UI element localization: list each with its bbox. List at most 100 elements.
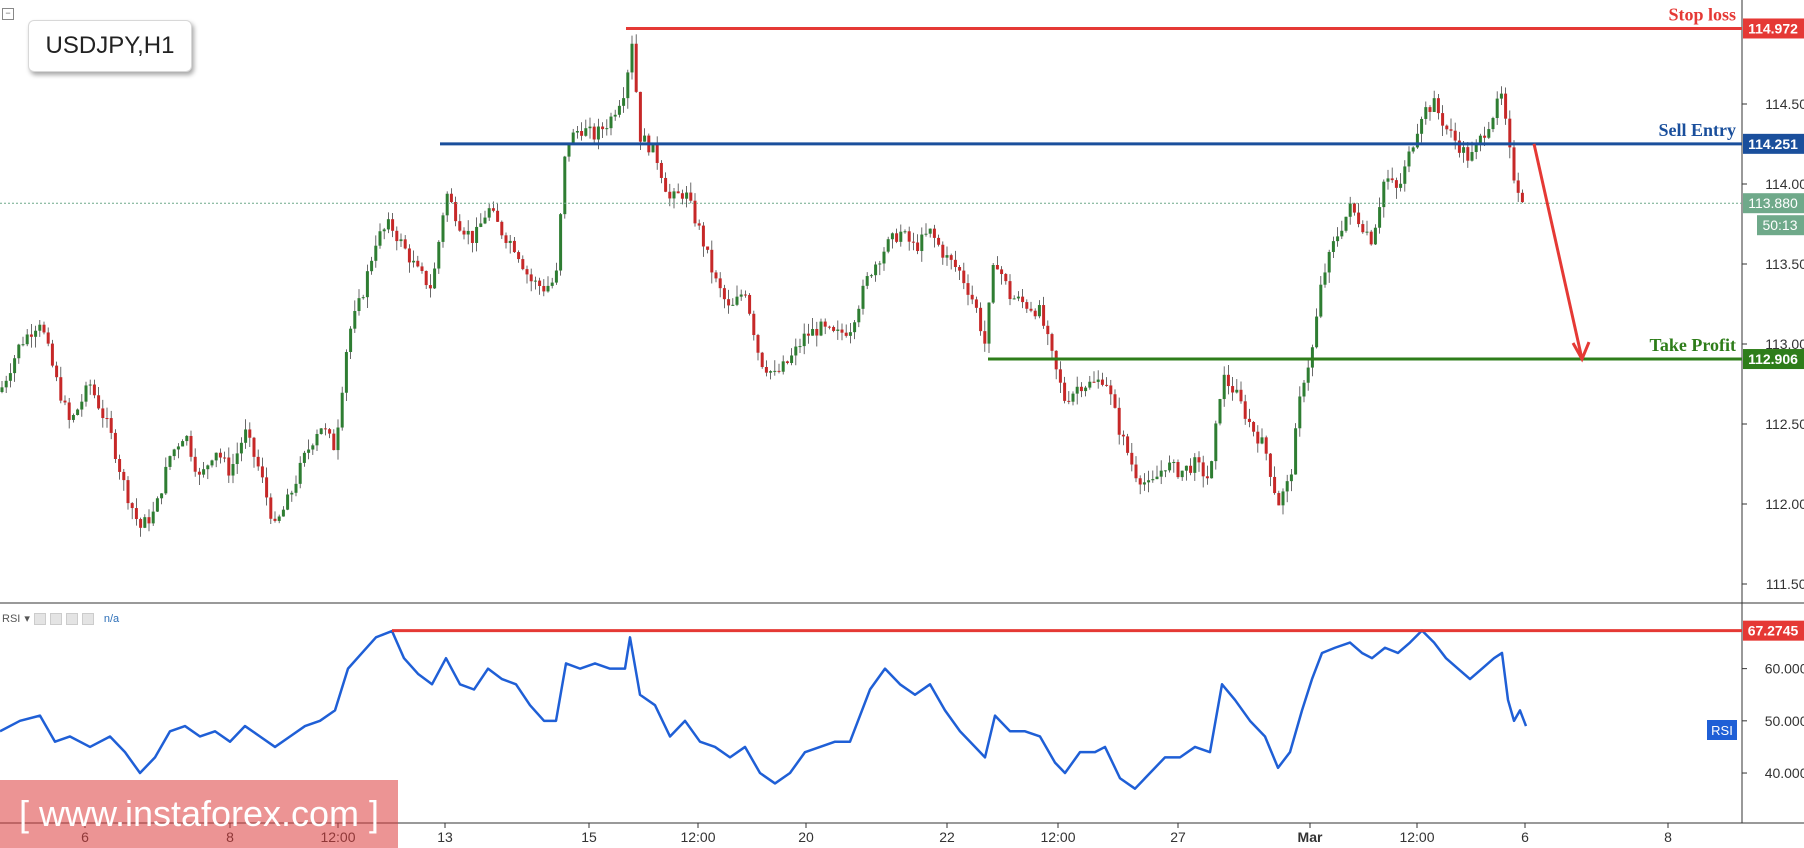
candle-body [155,498,159,512]
candle-body [1058,369,1062,383]
candle-body [575,131,579,133]
candle-body [386,219,390,230]
candle-body [1231,386,1235,393]
candle-body [172,449,176,457]
candle-body [1289,474,1293,482]
candle-body [525,269,529,275]
candle-body [538,280,542,286]
candle-body [844,332,848,336]
candle-body [1424,107,1428,119]
candle-body [1491,118,1495,130]
candle-body [80,401,84,410]
candle-body [512,240,516,253]
candle-body [554,270,558,283]
candle-body [323,428,327,430]
rsi-add-icon[interactable] [65,612,78,625]
candle-body [979,307,983,332]
time-tick-label: 12:00 [1040,829,1075,845]
candle-body [1499,93,1503,99]
countdown-label: 50:13 [1762,217,1797,233]
candle-body [869,275,873,277]
candle-body [496,210,500,222]
candle-body [550,282,554,286]
candle-body [1495,98,1499,119]
sell-entry-label: Sell Entry [1658,120,1736,140]
candle-body [1411,147,1415,152]
candle-body [760,352,764,368]
projection-arrow-head [1571,341,1591,363]
candle-body [113,432,117,460]
candle-body [1373,227,1377,245]
candle-body [1113,394,1117,408]
candles-series [0,34,1524,537]
candle-body [584,128,588,136]
candle-body [365,271,369,298]
take-profit-label: Take Profit [1649,335,1736,355]
candle-body [1390,178,1394,181]
candle-body [130,503,134,509]
candle-body [643,135,647,142]
candle-body [571,132,575,144]
trade-levels: 113.880 50:13 Stop loss 114.972 Sell Entry 11… [0,4,1804,370]
candle-body [1340,230,1344,237]
candle-body [1415,133,1419,148]
candle-body [294,483,298,493]
candle-body [630,43,634,73]
candle-body [815,328,819,336]
candle-body [668,191,672,199]
candle-body [1344,216,1348,231]
candle-body [1235,389,1239,393]
candle-body [945,255,949,258]
candle-body [1155,476,1159,480]
candle-body [1256,431,1260,444]
grid [0,0,1804,824]
candle-body [50,343,54,366]
candle-body [1037,305,1041,317]
candle-body [1184,465,1188,471]
candle-body [1130,452,1134,465]
rsi-dropdown-icon[interactable]: ▾ [24,613,30,625]
candle-body [958,267,962,271]
candle-body [420,266,424,271]
candle-body [1361,224,1365,233]
candle-body [88,384,92,386]
candle-body [239,442,243,454]
candle-body [911,241,915,243]
candle-body [160,493,164,499]
stop-loss-label: Stop loss [1668,4,1736,24]
candle-body [1365,231,1369,233]
candle-body [483,217,487,224]
candle-body [1067,400,1071,402]
candle-body [1214,423,1218,462]
candle-body [685,192,689,199]
price-tick-label: 111.500 [1766,576,1804,592]
rsi-close-icon[interactable] [81,612,94,625]
candle-body [920,234,924,252]
candle-body [1226,374,1230,387]
candle-body [1117,407,1121,435]
candle-body [59,377,63,401]
candle-body [1247,418,1251,423]
candle-body [966,283,970,295]
collapse-icon[interactable]: − [2,8,14,20]
candle-body [1298,396,1302,429]
candle-body [1016,296,1020,299]
candle-body [1252,422,1256,432]
candle-body [974,299,978,308]
rsi-eye-icon[interactable] [33,612,46,625]
candle-body [193,456,197,472]
candle-body [441,215,445,242]
rsi-tick-label: 40.0000 [1765,765,1804,781]
candle-body [118,459,122,472]
candle-body [785,361,789,364]
candle-body [895,233,899,242]
time-tick-label: 12:00 [680,829,715,845]
candle-body [55,365,59,378]
candle-body [92,384,96,396]
candle-body [1394,180,1398,188]
candle-body [1218,399,1222,424]
rsi-settings-icon[interactable] [49,612,62,625]
rsi-tag-label: RSI [1711,723,1733,738]
candle-body [853,322,857,333]
